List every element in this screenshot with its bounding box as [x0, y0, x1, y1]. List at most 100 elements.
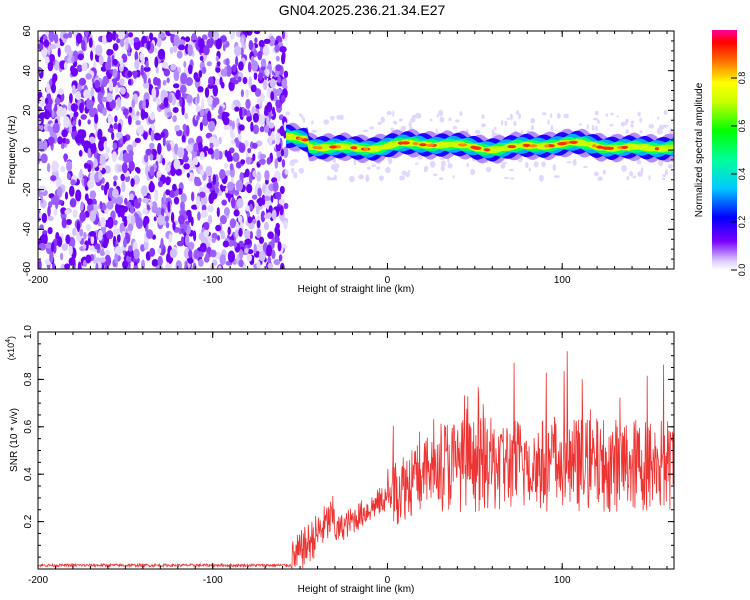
heatmap-noise-cell	[70, 179, 76, 186]
heatmap-noise-cell	[164, 215, 169, 222]
heatmap-noise-cell	[73, 111, 79, 118]
heatmap-noise-cell	[45, 102, 52, 112]
heatmap-noise-cell	[203, 221, 210, 231]
heatmap-peak-cell	[605, 146, 614, 150]
heatmap-noise-cell	[111, 197, 117, 204]
heatmap-noise-cell	[199, 121, 203, 132]
heatmap-noise-cell	[49, 43, 57, 50]
heatmap-haze-cell	[459, 111, 463, 116]
heatmap-noise-cell	[272, 106, 275, 115]
heatmap-noise-cell	[246, 116, 253, 122]
heatmap-noise-cell	[97, 104, 101, 113]
heatmap-noise-cell	[157, 247, 162, 254]
heatmap-noise-cell	[231, 197, 236, 209]
heatmap-peak-cell	[544, 144, 549, 148]
heatmap-noise-cell	[146, 229, 154, 240]
heatmap-noise-cell	[186, 144, 193, 152]
heatmap-haze-cell	[311, 130, 318, 133]
heatmap-noise-cell	[169, 165, 174, 174]
heatmap-noise-cell	[120, 173, 125, 182]
heatmap-noise-cell	[51, 75, 56, 86]
heatmap-noise-cell	[120, 57, 124, 69]
heatmap-noise-cell	[268, 122, 275, 129]
heatmap-noise-cell	[68, 245, 73, 256]
heatmap-noise-cell	[279, 205, 284, 216]
heatmap-noise-cell	[134, 59, 140, 70]
heatmap-noise-cell	[90, 50, 94, 61]
heatmap-haze-cell	[438, 177, 444, 181]
heatmap-haze-cell	[299, 113, 302, 117]
heatmap-peak-cell	[350, 146, 358, 150]
heatmap-haze-cell	[466, 162, 469, 168]
heatmap-peak-cell	[458, 143, 468, 147]
heatmap-noise-cell	[249, 231, 253, 240]
heatmap-noise-cell	[63, 153, 68, 163]
heatmap-haze-cell	[541, 161, 546, 168]
heatmap-noise-cell	[221, 111, 228, 123]
heatmap-noise-cell	[183, 222, 188, 232]
heatmap-noise-cell	[247, 147, 252, 154]
heatmap-noise-cell	[250, 84, 257, 93]
heatmap-noise-cell	[244, 229, 251, 239]
heatmap-haze-cell	[284, 169, 289, 175]
heatmap-noise-cell	[210, 263, 215, 269]
heatmap-noise-cell	[112, 228, 120, 236]
heatmap-noise-cell	[168, 190, 175, 198]
heatmap-noise-cell	[212, 84, 218, 97]
heatmap-noise-cell	[278, 198, 285, 205]
heatmap-noise-cell	[48, 61, 54, 67]
heatmap-noise-cell	[47, 125, 51, 132]
heatmap-noise-cell	[275, 222, 280, 230]
heatmap-haze-cell	[648, 124, 655, 129]
heatmap-noise-cell	[156, 170, 162, 178]
heatmap-noise-cell	[232, 99, 240, 106]
heatmap-noise-cell	[39, 96, 46, 107]
heatmap-noise-cell	[256, 171, 262, 182]
heatmap-noise-cell	[199, 191, 206, 198]
heatmap-noise-cell	[278, 254, 283, 262]
heatmap-noise-cell	[38, 152, 41, 164]
heatmap-noise-cell	[231, 120, 235, 130]
heatmap-noise-cell	[68, 123, 73, 134]
heatmap-haze-cell	[455, 119, 460, 123]
heatmap-noise-cell	[156, 152, 161, 163]
heatmap-noise-cell	[271, 131, 275, 141]
heatmap-haze-cell	[553, 175, 560, 179]
heatmap-noise-cell	[191, 204, 198, 210]
heatmap-noise-cell	[95, 44, 103, 56]
heatmap-haze-cell	[493, 126, 497, 131]
heatmap-noise-cell	[266, 157, 272, 165]
colorbar-tick-label: 0.0	[737, 264, 747, 277]
heatmap-noise-cell	[107, 216, 114, 229]
heatmap-haze-cell	[410, 117, 416, 123]
colorbar-ticks: 0.0 0.2 0.4 0.6 0.8	[731, 72, 747, 277]
heatmap-noise-cell	[169, 248, 177, 259]
heatmap-haze-cell	[407, 170, 411, 173]
heatmap-noise-cell	[136, 167, 141, 174]
heatmap-noise-cell	[173, 69, 180, 82]
heatmap-noise-cell	[225, 58, 230, 66]
heatmap-peak-cell	[528, 144, 538, 148]
heatmap-noise-cell	[190, 216, 194, 227]
heatmap-haze-cell	[648, 175, 651, 181]
heatmap-noise-cell	[237, 76, 242, 83]
heatmap-noise-cell	[151, 259, 159, 267]
heatmap-haze-cell	[377, 121, 382, 126]
heatmap-haze-cell	[334, 174, 337, 181]
heatmap-peak-cell	[522, 143, 531, 147]
heatmap-noise-cell	[116, 131, 123, 139]
heatmap-haze-cell	[630, 123, 634, 128]
heatmap-noise-cell	[38, 42, 44, 51]
heatmap-noise-cell	[154, 47, 158, 53]
heatmap-peak-cell	[569, 140, 578, 144]
heatmap-noise-cell	[273, 259, 281, 266]
heatmap-haze-cell	[330, 116, 334, 121]
spectrogram-panel: -200 -100 0 100 60 40 20 0 -20 -40 -60 Height of s…	[7, 25, 675, 295]
heatmap-haze-cell	[332, 177, 335, 181]
colorbar-tick-label: 0.8	[737, 72, 747, 85]
heatmap-noise-cell	[142, 197, 149, 204]
heatmap-noise-cell	[271, 249, 276, 260]
heatmap-haze-cell	[474, 129, 481, 135]
heatmap-noise-cell	[52, 122, 60, 134]
